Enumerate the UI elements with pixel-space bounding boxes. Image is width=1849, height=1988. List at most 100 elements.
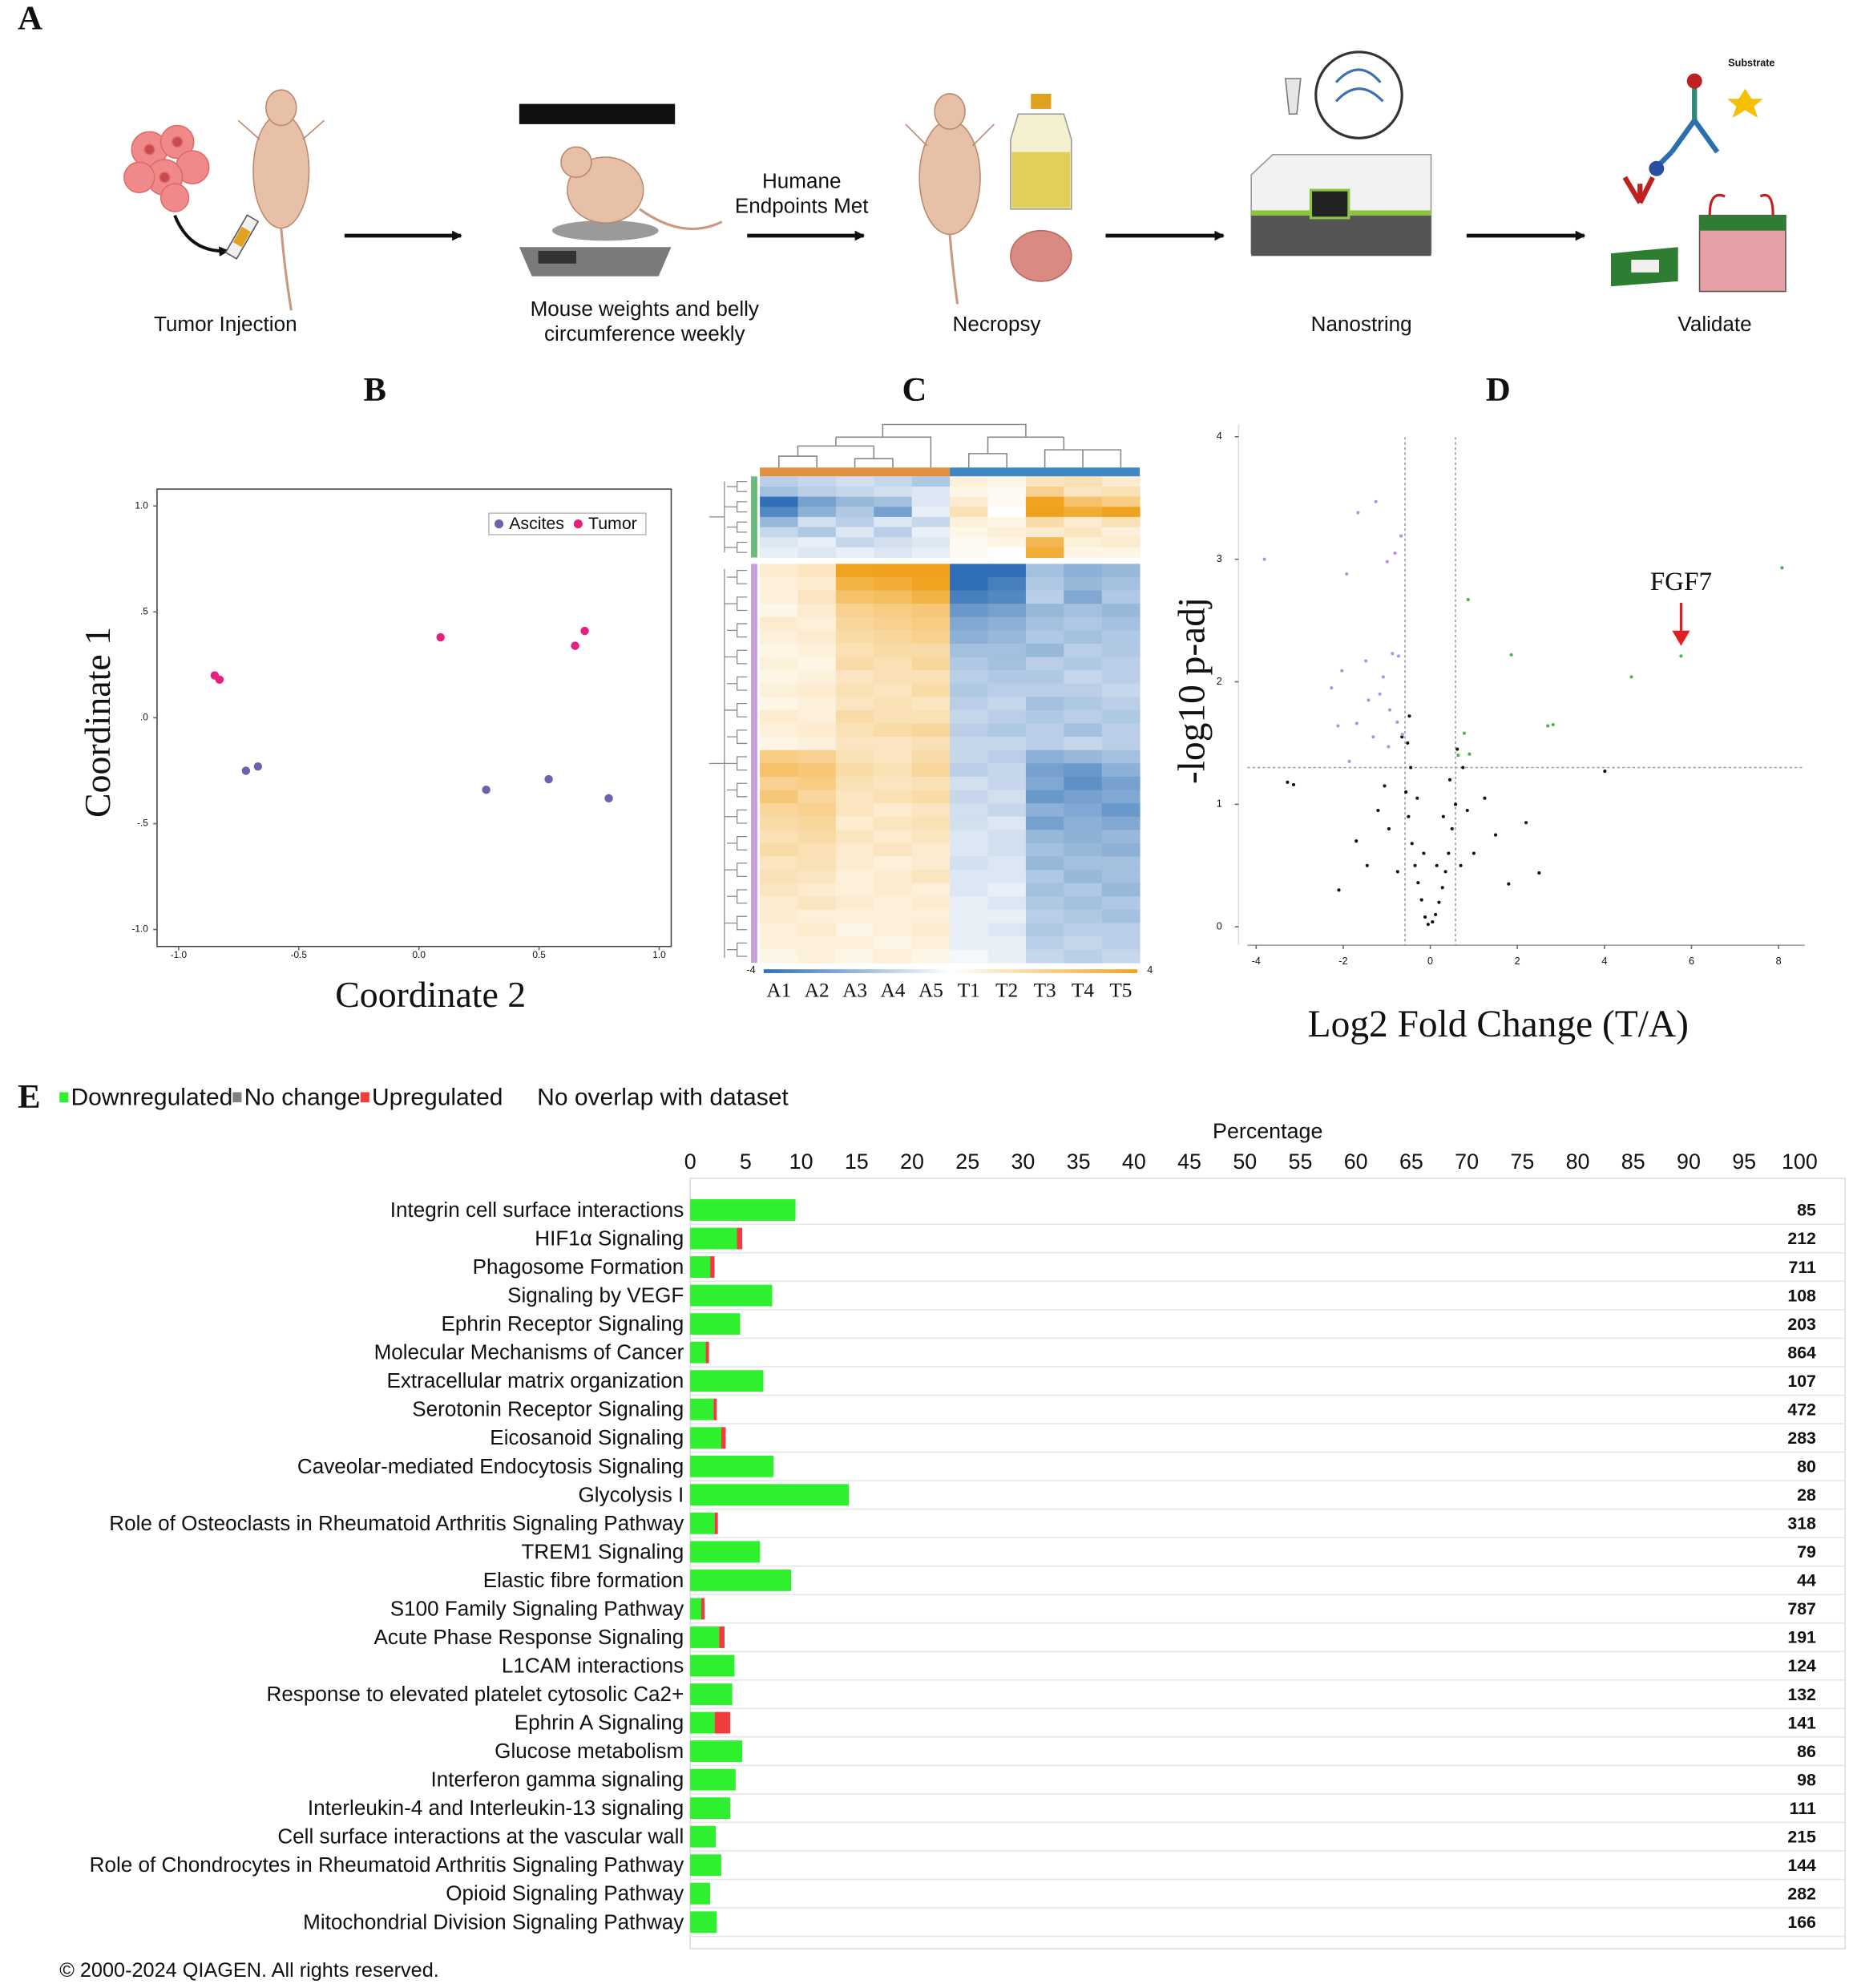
heatmap-cell (950, 830, 988, 844)
heatmap-cell (797, 547, 837, 558)
tumor-cells (123, 124, 210, 212)
heatmap-cell (1064, 803, 1103, 818)
heatmap-cell (911, 657, 951, 671)
point (1780, 566, 1784, 570)
heatmap-cell (987, 630, 1027, 644)
panel-label: B (363, 371, 386, 409)
heatmap-cell (874, 949, 913, 964)
bar-segment (690, 1341, 706, 1364)
heatmap-cell (874, 896, 913, 911)
x-tick-label: 30 (1011, 1150, 1035, 1174)
heatmap-cell (1025, 776, 1064, 790)
heatmap-cell (911, 949, 951, 964)
heatmap-cell (797, 750, 837, 764)
point (1415, 796, 1419, 800)
heatmap-cell (911, 790, 951, 804)
heatmap-cell (911, 496, 951, 507)
heatmap-cell (1025, 856, 1064, 871)
point (1419, 898, 1423, 902)
heatmap-cell (760, 830, 798, 844)
heatmap-cell (874, 670, 913, 685)
bar-segment (717, 1911, 1800, 1933)
column-label: A1 (766, 979, 791, 1001)
category-label: Glycolysis I (579, 1482, 684, 1506)
heatmap-cell (911, 537, 951, 548)
heatmap-cell (950, 723, 988, 737)
bar-segment (690, 1398, 714, 1420)
heatmap-cell (1101, 709, 1140, 725)
heatmap-cell (797, 507, 837, 518)
heatmap-cell (987, 830, 1027, 844)
heatmap-cell (911, 803, 951, 818)
heatmap-cell (874, 657, 913, 671)
point (1455, 747, 1459, 751)
legend-swatch (360, 1092, 369, 1103)
bar-segment (713, 1398, 717, 1420)
heatmap-cell (760, 643, 798, 658)
point (1407, 814, 1411, 818)
bar-segment (690, 1370, 764, 1392)
point (544, 774, 553, 784)
point (1413, 863, 1417, 867)
bar-segment (690, 1313, 741, 1335)
heatmap-cell (950, 643, 988, 658)
heatmap-cell (797, 527, 837, 538)
heatmap-cell (874, 547, 913, 558)
bar-segment (704, 1598, 1800, 1620)
bar-segment (710, 1256, 715, 1278)
heatmap-cell (760, 670, 798, 685)
heatmap-cell (1064, 643, 1103, 658)
heatmap-cell (1025, 936, 1064, 951)
heatmap-cell (1064, 616, 1103, 631)
bar-segment (740, 1313, 1800, 1335)
heatmap-cell (1025, 923, 1064, 937)
total-label: 283 (1787, 1428, 1816, 1448)
heatmap-cell (1064, 936, 1103, 951)
heatmap-cell (1025, 670, 1064, 685)
heatmap-cell (797, 564, 837, 578)
tumor-tissue (1010, 229, 1072, 282)
row-dendrogram (724, 863, 748, 878)
legend-label: Ascites (509, 514, 564, 533)
point (1467, 752, 1472, 756)
heatmap-cell (797, 670, 837, 685)
heatmap-cell (835, 657, 874, 671)
heatmap-cell (1101, 643, 1140, 658)
category-label: Elastic fibre formation (483, 1568, 684, 1592)
legend-label: Tumor (588, 514, 637, 533)
heatmap-cell (1101, 527, 1140, 538)
heatmap-cell (987, 604, 1027, 618)
heatmap-cell (911, 643, 951, 658)
heatmap-cell (835, 737, 874, 751)
heatmap-cell (835, 723, 874, 737)
category-label: Ephrin A Signaling (515, 1711, 684, 1735)
heatmap-cell (1064, 576, 1103, 592)
x-tick-label: 50 (1233, 1150, 1257, 1174)
point (241, 766, 251, 775)
heatmap-cell (1064, 896, 1103, 911)
heatmap-cell (987, 763, 1027, 778)
heatmap-cell (874, 486, 913, 498)
bar-segment (721, 1427, 726, 1449)
arrow-label: Endpoints Met (735, 193, 869, 217)
heatmap-cell (950, 527, 988, 538)
category-label: Response to elevated platelet cytosolic … (267, 1682, 684, 1706)
category-label: HIF1α Signaling (535, 1226, 684, 1250)
row-dendrogram (726, 481, 748, 492)
x-tick-label: 35 (1067, 1150, 1091, 1174)
bar-segment (716, 1825, 1800, 1848)
total-label: 864 (1787, 1343, 1816, 1362)
heatmap-cell (1101, 803, 1140, 818)
heatmap-cell (760, 776, 798, 790)
heatmap-cell (911, 527, 951, 538)
heatmap-cell (950, 547, 988, 558)
heatmap-cell (874, 476, 913, 487)
column-label: T5 (1109, 979, 1132, 1001)
point (1472, 851, 1476, 855)
heatmap-cell (760, 486, 798, 498)
heatmap-cell (1064, 883, 1103, 897)
step-label: Nanostring (1311, 312, 1412, 336)
heatmap-cell (797, 604, 837, 618)
total-label: 107 (1787, 1372, 1816, 1391)
heatmap-cell (1101, 816, 1140, 830)
